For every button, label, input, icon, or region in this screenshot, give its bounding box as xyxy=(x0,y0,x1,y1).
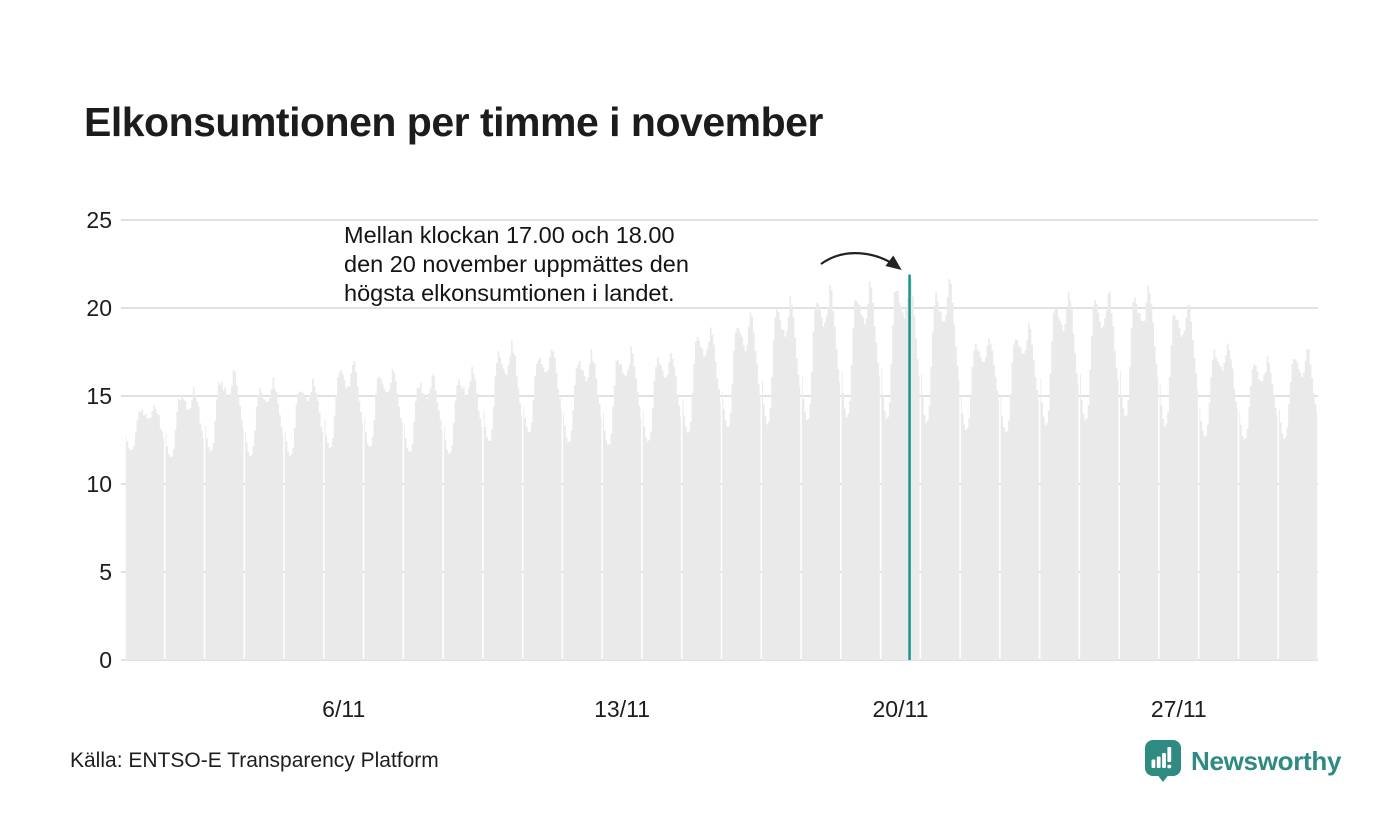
svg-text:5: 5 xyxy=(99,559,112,585)
svg-text:20/11: 20/11 xyxy=(873,696,929,722)
page-title: Elkonsumtionen per timme i november xyxy=(84,99,823,146)
svg-text:15: 15 xyxy=(86,383,112,409)
newsworthy-logo-icon xyxy=(1145,740,1181,782)
newsworthy-logo: Newsworthy xyxy=(1144,739,1341,783)
svg-text:27/11: 27/11 xyxy=(1151,696,1207,722)
svg-text:20: 20 xyxy=(86,295,112,321)
svg-text:25: 25 xyxy=(86,207,112,233)
source-note: Källa: ENTSO-E Transparency Platform xyxy=(70,749,439,772)
svg-text:10: 10 xyxy=(86,471,112,497)
chart-annotation: Mellan klockan 17.00 och 18.00 den 20 no… xyxy=(344,221,689,307)
svg-text:0: 0 xyxy=(99,647,112,673)
svg-text:6/11: 6/11 xyxy=(322,696,365,722)
annotation-line-2: den 20 november uppmättes den xyxy=(344,250,689,277)
newsworthy-logo-text: Newsworthy xyxy=(1191,745,1342,776)
annotation-line-3: högsta elkonsumtionen i landet. xyxy=(344,279,675,306)
svg-text:13/11: 13/11 xyxy=(594,696,650,722)
annotation-arrow-icon xyxy=(820,252,902,270)
annotation-line-1: Mellan klockan 17.00 och 18.00 xyxy=(344,222,675,248)
